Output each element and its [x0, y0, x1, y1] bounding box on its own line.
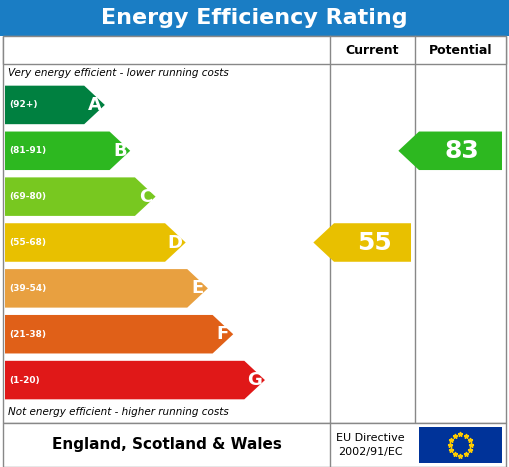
Polygon shape — [5, 223, 186, 262]
Text: Current: Current — [346, 43, 399, 57]
Text: Not energy efficient - higher running costs: Not energy efficient - higher running co… — [8, 407, 229, 417]
Text: (92+): (92+) — [9, 100, 38, 109]
Text: D: D — [168, 234, 183, 252]
Polygon shape — [5, 315, 233, 354]
Bar — [419, 427, 502, 463]
Polygon shape — [5, 177, 156, 216]
Polygon shape — [5, 85, 105, 124]
Text: (69-80): (69-80) — [9, 192, 46, 201]
Polygon shape — [5, 132, 130, 170]
Bar — [3, 423, 506, 467]
Text: (1-20): (1-20) — [9, 375, 40, 384]
Text: England, Scotland & Wales: England, Scotland & Wales — [51, 438, 281, 453]
Text: E: E — [191, 279, 204, 297]
Polygon shape — [314, 223, 411, 262]
Text: (55-68): (55-68) — [9, 238, 46, 247]
Bar — [3, 36, 506, 423]
Text: (39-54): (39-54) — [9, 284, 46, 293]
Text: (81-91): (81-91) — [9, 146, 46, 156]
Text: 83: 83 — [445, 139, 479, 163]
Bar — [3, 36, 506, 64]
Text: 55: 55 — [357, 231, 391, 255]
Text: C: C — [138, 188, 152, 205]
Text: EU Directive
2002/91/EC: EU Directive 2002/91/EC — [336, 433, 405, 457]
Text: Very energy efficient - lower running costs: Very energy efficient - lower running co… — [8, 68, 229, 78]
Text: Energy Efficiency Rating: Energy Efficiency Rating — [101, 8, 408, 28]
Text: G: G — [247, 371, 262, 389]
Polygon shape — [5, 361, 265, 399]
Text: A: A — [88, 96, 101, 114]
Text: Potential: Potential — [429, 43, 492, 57]
Polygon shape — [5, 269, 208, 308]
Text: F: F — [217, 325, 229, 343]
Text: (21-38): (21-38) — [9, 330, 46, 339]
Polygon shape — [399, 132, 502, 170]
Bar — [0, 0, 509, 36]
Text: B: B — [113, 142, 127, 160]
